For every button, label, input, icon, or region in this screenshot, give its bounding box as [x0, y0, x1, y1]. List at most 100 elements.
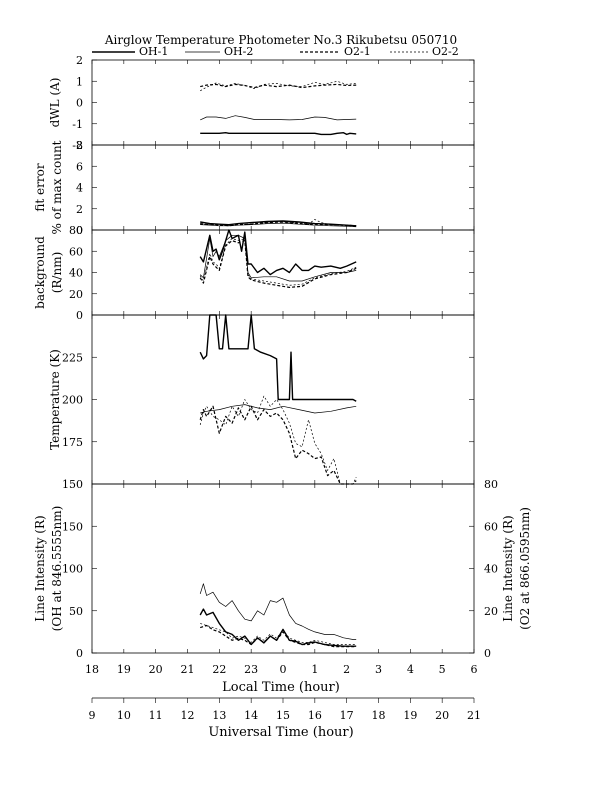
- y-tick-label: -1: [72, 118, 83, 131]
- series-intensity-o2-1: [200, 624, 357, 648]
- x-tick-label-local: 5: [439, 663, 446, 676]
- y-tick-label: 175: [62, 436, 83, 449]
- x-tick-label-ut: 12: [181, 709, 195, 722]
- series-intensity-oh-2: [199, 583, 357, 640]
- y-axis-label-temp: Temperature (K): [48, 349, 62, 450]
- x-axis-label-local: Local Time (hour): [222, 680, 340, 695]
- series-bg-oh-1: [199, 229, 357, 276]
- panel-frame-fit: [91, 144, 475, 231]
- series-dwl-o2-1: [200, 83, 357, 89]
- y-axis-label-fit: fit error: [33, 163, 47, 211]
- y-axis-label-fit: % of max count: [50, 140, 64, 234]
- series-bg-oh-2: [199, 234, 357, 282]
- x-axis-label-ut: Universal Time (hour): [208, 725, 353, 740]
- y-tick-label: 200: [62, 394, 83, 407]
- x-tick-label-local: 18: [85, 663, 99, 676]
- y-axis-label-right-intensity: Line Intensity (R): [501, 515, 515, 621]
- y-tick-label: 100: [62, 563, 83, 576]
- x-tick-label-ut: 14: [244, 709, 258, 722]
- y-axis-label-bg: background: [33, 236, 47, 309]
- series-bg-o2-1: [199, 240, 357, 288]
- x-tick-label-ut: 10: [117, 709, 131, 722]
- legend-label-o2-1: O2-1: [344, 45, 371, 58]
- y-tick-label-right: 40: [484, 563, 498, 576]
- x-tick-label-ut: 21: [467, 709, 481, 722]
- y-axis-label-intensity: Line Intensity (R): [33, 515, 47, 621]
- y-tick-label: -2: [72, 139, 83, 152]
- panel-dwl: 2 1 0 -1 -2 dWL (A): [48, 54, 475, 152]
- x-tick-label-local: 23: [244, 663, 258, 676]
- series-intensity-o2-2: [200, 623, 357, 645]
- y-tick-label: 4: [76, 182, 83, 195]
- y-tick-label: 2: [76, 54, 83, 67]
- x-tick-label-local: 19: [117, 663, 131, 676]
- x-tick-label-ut: 11: [149, 709, 163, 722]
- series-temp-oh-2: [200, 404, 357, 414]
- y-tick-label: 50: [69, 605, 83, 618]
- y-tick-label-right: 80: [484, 478, 498, 491]
- y-tick-label: 0: [76, 309, 83, 322]
- x-tick-label-local: 2: [343, 663, 350, 676]
- x-tick-label-ut: 17: [340, 709, 354, 722]
- panel-fit: 8 6 4 2 0 fit error% of max count: [33, 139, 475, 237]
- y-tick-label: 8: [76, 139, 83, 152]
- x-tick-label-local: 3: [375, 663, 382, 676]
- y-tick-label: 1: [76, 75, 83, 88]
- legend-label-oh-1: OH-1: [139, 45, 168, 58]
- x-tick-label-ut: 13: [212, 709, 226, 722]
- x-tick-label-ut: 20: [435, 709, 449, 722]
- x-tick-label-local: 21: [181, 663, 195, 676]
- y-tick-label: 0: [76, 647, 83, 660]
- panel-bg: 80 60 40 20 0 background (R/nm): [33, 224, 475, 322]
- x-tick-label-ut: 16: [308, 709, 322, 722]
- y-tick-label: 80: [69, 224, 83, 237]
- series-dwl-oh-1: [200, 131, 357, 136]
- x-tick-label-ut: 9: [89, 709, 96, 722]
- x-tick-label-local: 1: [311, 663, 318, 676]
- x-tick-label-ut: 18: [372, 709, 386, 722]
- x-tick-label-local: 20: [149, 663, 163, 676]
- y-tick-label: 20: [69, 288, 83, 301]
- x-tick-label-ut: 15: [276, 709, 290, 722]
- y-axis-label-bg: (R/nm): [50, 252, 64, 294]
- legend-label-o2-2: O2-2: [432, 45, 459, 58]
- series-intensity-oh-1: [199, 608, 357, 647]
- y-tick-label: 0: [76, 224, 83, 237]
- y-tick-label: 150: [62, 520, 83, 533]
- y-tick-label: 225: [62, 351, 83, 364]
- y-tick-label-right: 0: [484, 647, 491, 660]
- x-tick-label-local: 0: [280, 663, 287, 676]
- y-axis-label-dwl: dWL (A): [48, 78, 62, 128]
- y-tick-label: 150: [62, 478, 83, 491]
- y-tick-label-right: 60: [484, 520, 498, 533]
- legend-label-oh-2: OH-2: [224, 45, 253, 58]
- y-tick-label-right: 20: [484, 605, 498, 618]
- series-temp-o2-1: [199, 405, 357, 485]
- series-bg-o2-2: [199, 238, 357, 286]
- series-dwl-oh-2: [200, 115, 357, 121]
- series-fit-oh-2: [200, 222, 357, 228]
- panel-temp: 225 200 175 150 Temperature (K): [48, 314, 475, 491]
- y-axis-label-intensity: (OH at 846.5555nm): [50, 506, 64, 632]
- series-temp-o2-2: [199, 395, 357, 485]
- x-tick-label-local: 4: [407, 663, 414, 676]
- panel-frame-dwl: [91, 59, 475, 146]
- series-temp-oh-1: [199, 314, 357, 402]
- x-tick-label-ut: 19: [403, 709, 417, 722]
- y-tick-label: 0: [76, 97, 83, 110]
- panel-frame-bg: [91, 229, 475, 316]
- y-tick-label: 2: [76, 203, 83, 216]
- legend: OH-1 OH-2 O2-1 O2-2: [92, 45, 459, 58]
- y-axis-label-right-intensity: (O2 at 866.0595nm): [518, 507, 532, 630]
- series-dwl-o2-2: [200, 80, 357, 92]
- x-tick-label-local: 6: [471, 663, 478, 676]
- y-tick-label: 6: [76, 160, 83, 173]
- y-tick-label: 60: [69, 245, 83, 258]
- x-tick-label-local: 22: [212, 663, 226, 676]
- panel-frame-intensity: [91, 483, 475, 654]
- y-tick-label: 40: [69, 267, 83, 280]
